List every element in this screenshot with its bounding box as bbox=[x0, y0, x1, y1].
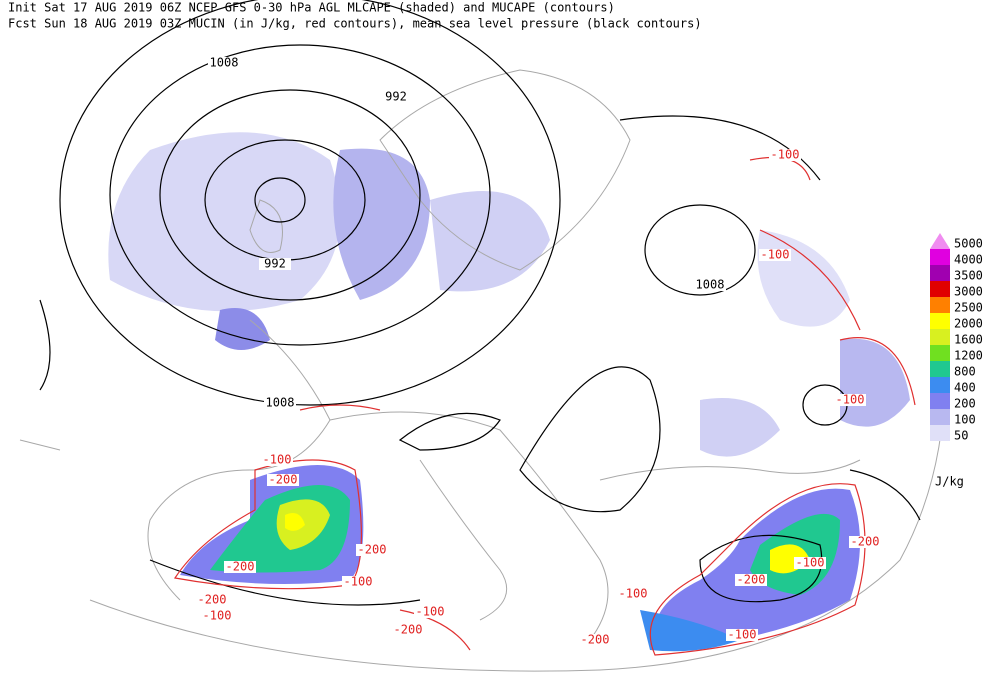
contour-label: -200 bbox=[851, 535, 880, 549]
label-bg bbox=[726, 629, 758, 641]
contour-label: -100 bbox=[416, 605, 445, 619]
label-bg bbox=[224, 561, 256, 573]
label-bg bbox=[356, 544, 388, 556]
label-bg bbox=[769, 149, 801, 161]
label-bg bbox=[794, 557, 826, 569]
label-bg bbox=[759, 249, 791, 261]
label-bg bbox=[579, 634, 611, 646]
contour-label: 992 bbox=[264, 257, 286, 271]
header-line: Fcst Sun 18 AUG 2019 03Z MUCIN (in J/kg,… bbox=[8, 17, 702, 31]
contour-label: 1008 bbox=[266, 396, 295, 410]
label-bg bbox=[834, 394, 866, 406]
coastlines bbox=[19, 69, 946, 672]
label-bg bbox=[849, 536, 881, 548]
legend-unit: J/kg bbox=[935, 475, 964, 489]
label-bg bbox=[201, 610, 233, 622]
legend-swatch bbox=[930, 313, 950, 329]
contour-label: -100 bbox=[771, 148, 800, 162]
label-bg bbox=[694, 279, 726, 291]
label-bg bbox=[267, 474, 299, 486]
label-bg bbox=[414, 606, 446, 618]
contour-label: -200 bbox=[198, 593, 227, 607]
contour-label: -100 bbox=[203, 609, 232, 623]
label-bg bbox=[617, 588, 649, 600]
contour-label: -200 bbox=[226, 560, 255, 574]
legend-swatch bbox=[930, 249, 950, 265]
legend-label: 2500 bbox=[954, 301, 983, 315]
cape-shading bbox=[108, 132, 910, 652]
contour-label: -200 bbox=[394, 623, 423, 637]
contour-label: -100 bbox=[761, 248, 790, 262]
legend-label: 4000 bbox=[954, 253, 983, 267]
legend-swatch bbox=[930, 329, 950, 345]
contour-label: -100 bbox=[796, 556, 825, 570]
contour-label: -200 bbox=[737, 573, 766, 587]
legend-swatch bbox=[930, 377, 950, 393]
legend: 5000 4000 3500 3000 2500 2000 1600 1200 800 400 20… bbox=[930, 233, 983, 489]
contour-label: -200 bbox=[269, 473, 298, 487]
contour-label: -100 bbox=[263, 453, 292, 467]
legend-label: 1600 bbox=[954, 333, 983, 347]
legend-swatch bbox=[930, 425, 950, 441]
legend-swatch bbox=[930, 265, 950, 281]
label-bg bbox=[342, 576, 374, 588]
contour-label: -200 bbox=[358, 543, 387, 557]
label-bg bbox=[392, 624, 424, 636]
legend-label: 800 bbox=[954, 365, 976, 379]
contour-label: -100 bbox=[344, 575, 373, 589]
label-bg bbox=[196, 594, 228, 606]
legend-label: 3500 bbox=[954, 269, 983, 283]
cin-contours bbox=[173, 156, 916, 656]
legend-label: 400 bbox=[954, 381, 976, 395]
label-bg bbox=[735, 574, 767, 586]
label-bg bbox=[261, 454, 293, 466]
legend-label: 50 bbox=[954, 429, 968, 443]
label-bg bbox=[208, 57, 240, 69]
label-bg bbox=[264, 397, 296, 409]
legend-label: 100 bbox=[954, 413, 976, 427]
legend-swatch bbox=[930, 281, 950, 297]
contour-label: -200 bbox=[581, 633, 610, 647]
label-bg bbox=[259, 258, 291, 270]
contour-label: -100 bbox=[619, 587, 648, 601]
contour-label: -100 bbox=[836, 393, 865, 407]
legend-swatch bbox=[930, 409, 950, 425]
contour-label: 992 bbox=[385, 90, 407, 104]
isobars bbox=[39, 0, 921, 606]
legend-label: 3000 bbox=[954, 285, 983, 299]
legend-swatch bbox=[930, 297, 950, 313]
contour-label: -100 bbox=[728, 628, 757, 642]
contour-label: 1008 bbox=[696, 278, 725, 292]
legend-label: 5000 bbox=[954, 237, 983, 251]
header-line: Init Sat 17 AUG 2019 06Z NCEP GFS 0-30 h… bbox=[8, 1, 615, 15]
legend-swatch bbox=[930, 345, 950, 361]
legend-label: 2000 bbox=[954, 317, 983, 331]
contour-label: 1008 bbox=[210, 56, 239, 70]
legend-label: 200 bbox=[954, 397, 976, 411]
label-bg bbox=[380, 91, 412, 103]
legend-label: 1200 bbox=[954, 349, 983, 363]
legend-swatch bbox=[930, 393, 950, 409]
legend-swatch bbox=[930, 361, 950, 377]
legend-arrow bbox=[930, 233, 950, 249]
